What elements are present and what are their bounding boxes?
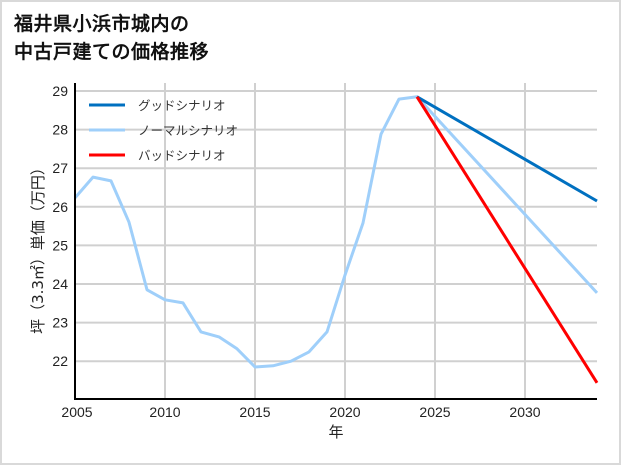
series-line-normal [73, 95, 599, 369]
y-tick-label: 22 [52, 353, 68, 369]
y-tick-label: 25 [52, 237, 68, 253]
legend-item-bad: バッドシナリオ [89, 148, 226, 163]
chart-title-line-2: 中古戸建ての価格推移 [14, 41, 210, 63]
legend-label-good: グッドシナリオ [138, 98, 226, 113]
y-tick-label: 24 [52, 276, 68, 292]
y-tick-label: 23 [52, 315, 68, 331]
chart-title: 福井県小浜市城内の 中古戸建ての価格推移 [14, 10, 209, 66]
chart-title-line-1: 福井県小浜市城内の [14, 13, 190, 35]
legend: グッドシナリオ ノーマルシナリオ バッドシナリオ [89, 98, 238, 163]
legend-label-bad: バッドシナリオ [138, 148, 226, 163]
x-tick-label: 2010 [149, 404, 180, 420]
gridlines [75, 83, 597, 399]
y-axis-label: 坪（3.3㎡）単価（万円） [29, 160, 47, 334]
axes [74, 83, 597, 400]
y-tick-label: 27 [52, 160, 68, 176]
x-tick-label: 2030 [509, 404, 540, 420]
data-series [73, 95, 599, 384]
legend-item-normal: ノーマルシナリオ [89, 123, 238, 138]
x-tick-labels: 2005 2010 2015 2020 2025 2030 [61, 404, 540, 420]
y-tick-label: 26 [52, 199, 68, 215]
x-tick-label: 2025 [419, 404, 450, 420]
series-line-good [416, 95, 598, 203]
x-tick-label: 2020 [329, 404, 360, 420]
x-tick-label: 2015 [239, 404, 270, 420]
x-tick-label: 2005 [61, 404, 92, 420]
legend-label-normal: ノーマルシナリオ [138, 123, 238, 138]
series-line-bad [415, 96, 599, 384]
y-tick-label: 28 [52, 122, 68, 138]
legend-item-good: グッドシナリオ [89, 98, 226, 113]
y-tick-label: 29 [52, 83, 68, 99]
y-tick-labels: 22 23 24 25 26 27 28 29 [52, 83, 68, 369]
x-axis-label: 年 [328, 423, 343, 441]
